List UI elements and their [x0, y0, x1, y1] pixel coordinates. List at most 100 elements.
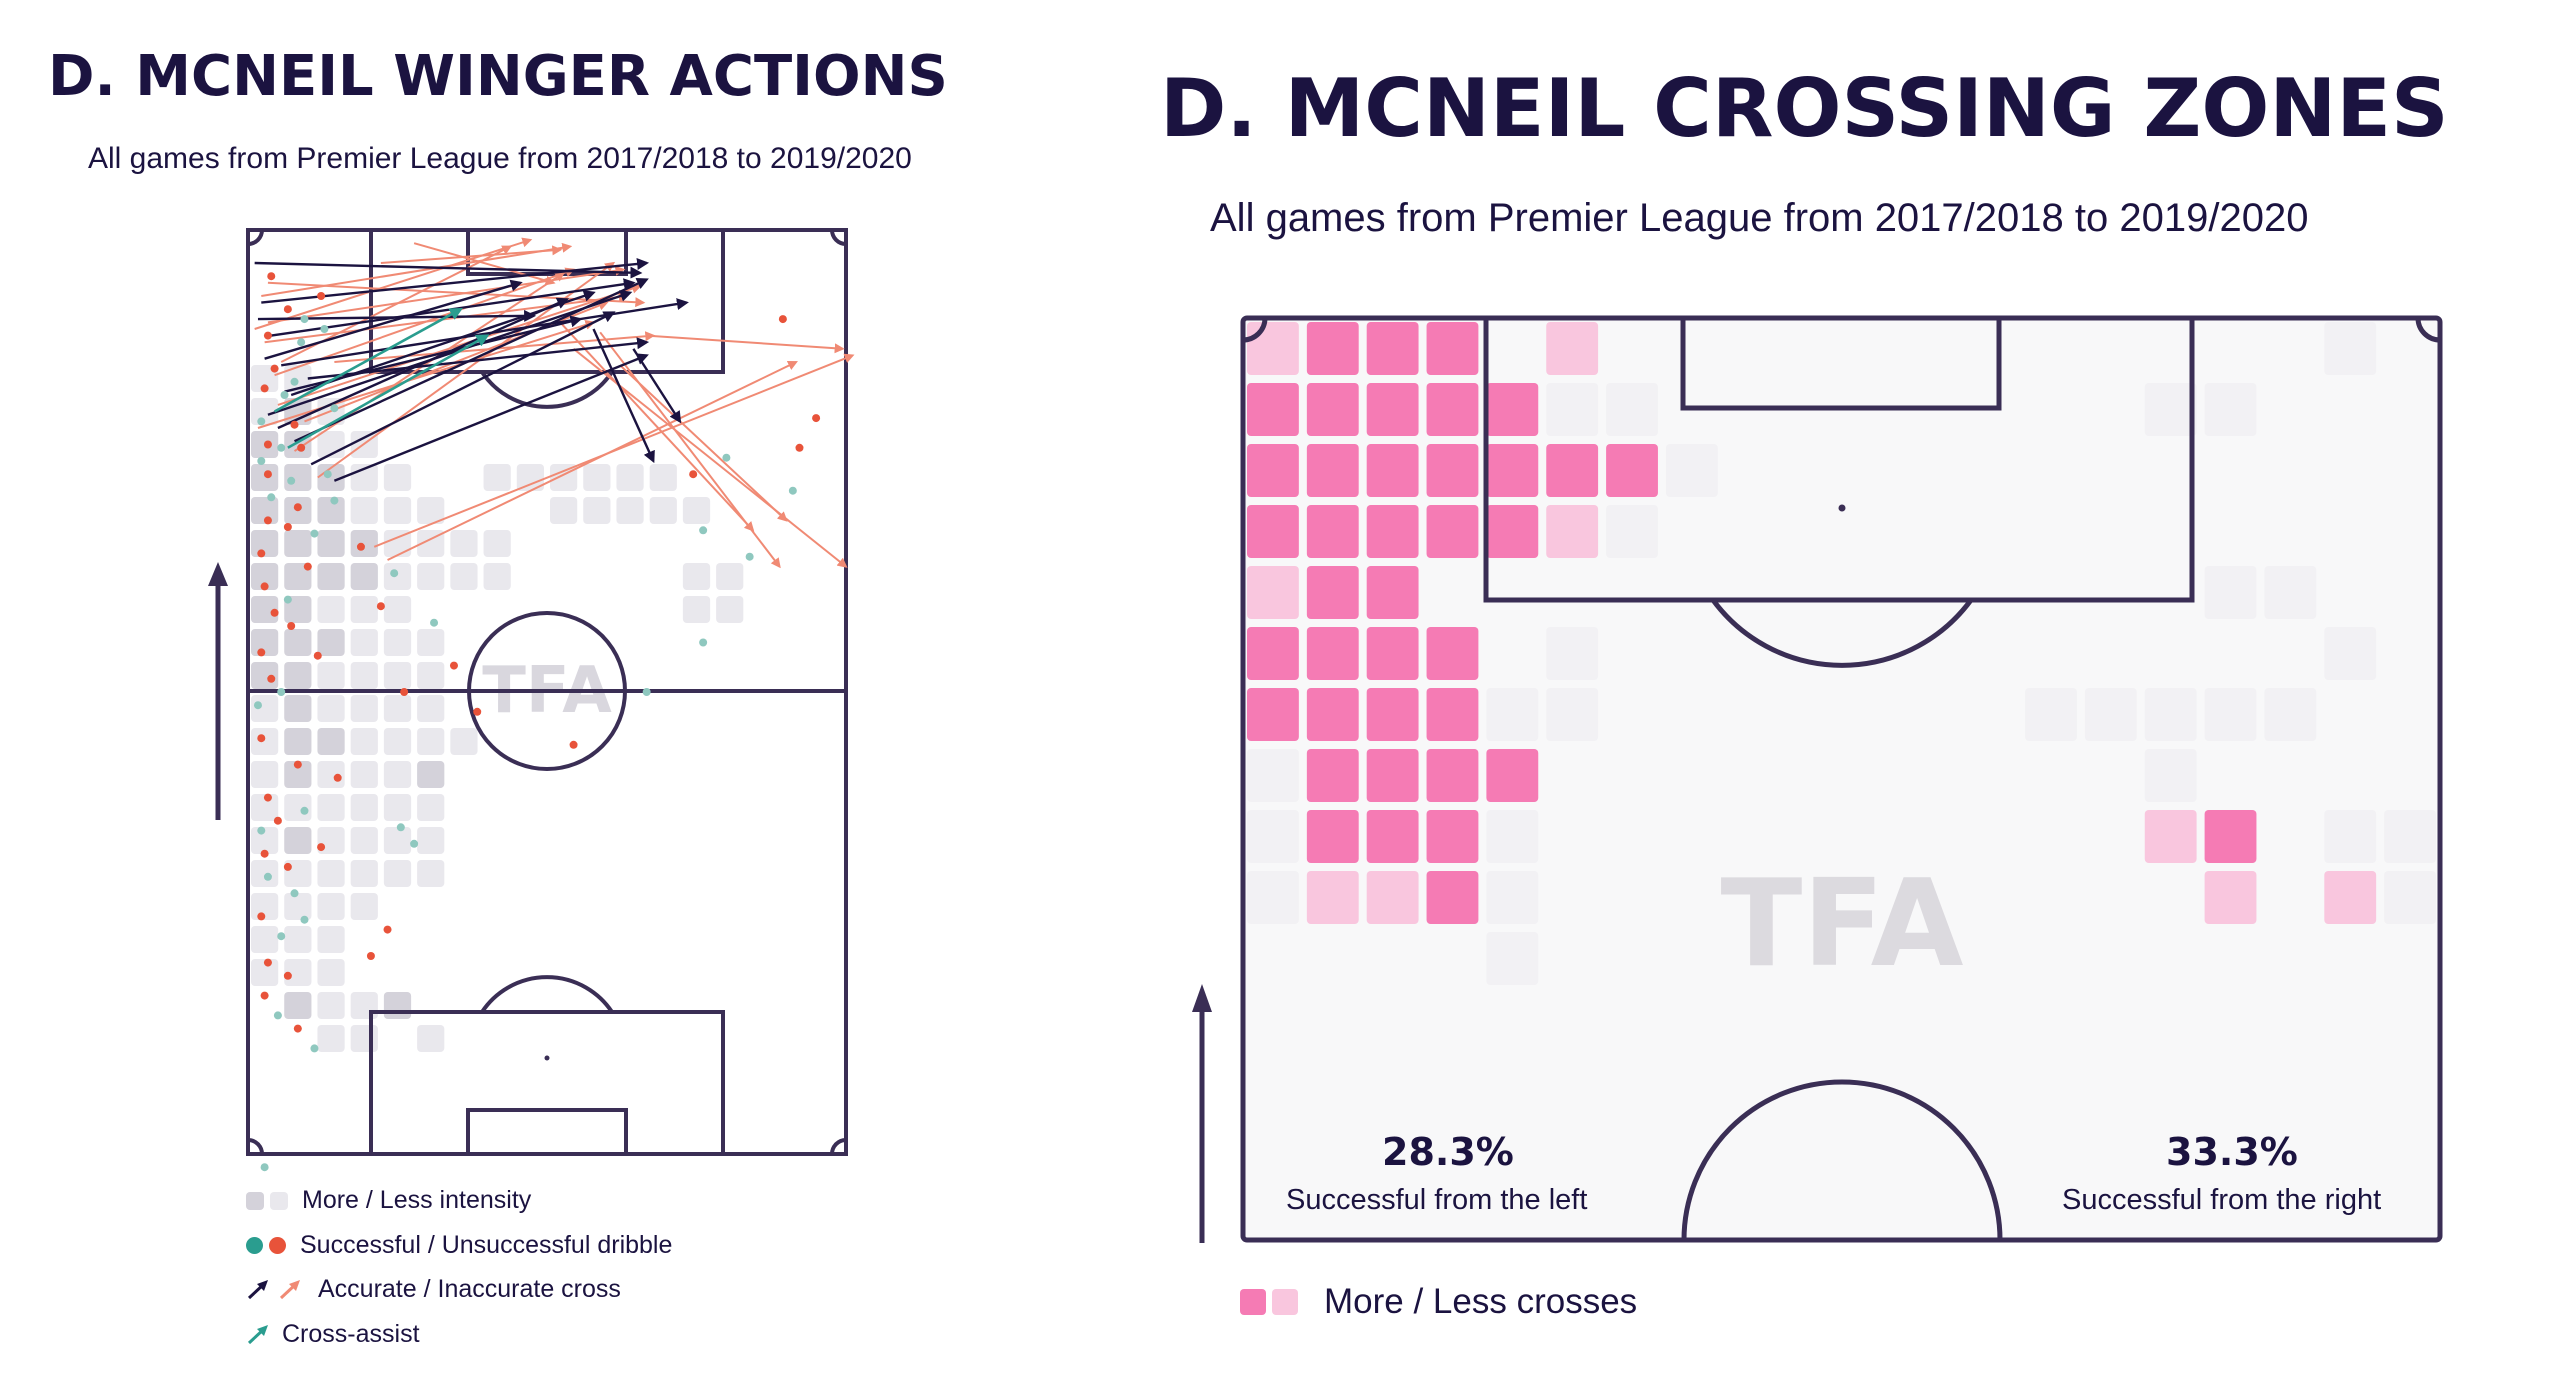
intensity-cell	[383, 695, 412, 722]
intensity-cell	[417, 794, 445, 821]
successful-dribble	[310, 529, 319, 538]
intensity-cell	[251, 761, 279, 788]
intensity-cell	[284, 596, 312, 623]
unsuccessful-dribble	[263, 440, 272, 449]
intensity-cell	[317, 959, 345, 986]
intensity-cell	[417, 662, 445, 689]
intensity-cell	[417, 728, 445, 755]
intensity-cell	[284, 827, 312, 854]
intensity-cell	[350, 596, 378, 623]
intensity-cell	[251, 728, 279, 755]
intensity-cell	[383, 761, 412, 788]
intensity-cell	[284, 992, 312, 1019]
right-chart-subtitle: All games from Premier League from 2017/…	[1210, 196, 2309, 240]
unsuccessful-dribble	[383, 925, 392, 934]
bottom-penalty-arc	[480, 975, 614, 1014]
successful-dribble	[260, 1163, 269, 1172]
unsuccessful-dribble	[270, 364, 279, 373]
intensity-cell	[251, 629, 279, 656]
legend-cross-label: Accurate / Inaccurate cross	[318, 1275, 621, 1303]
intensity-cell	[251, 695, 279, 722]
accurate-cross	[254, 261, 643, 279]
inaccurate-cross	[267, 281, 646, 308]
successful-dribble	[330, 496, 339, 505]
intensity-cell	[284, 365, 312, 392]
intensity-cell	[383, 629, 412, 656]
unsuccessful-dribble	[293, 1024, 302, 1033]
successful-dribble	[699, 638, 708, 647]
unsuccessful-dribble	[263, 470, 272, 479]
inaccurate-cross	[559, 321, 755, 532]
unsuccessful-dribble	[366, 952, 375, 960]
successful-dribble	[300, 806, 309, 815]
more-intensity-swatch	[246, 1191, 264, 1210]
intensity-cell	[649, 464, 677, 491]
intensity-cell	[350, 860, 378, 887]
unsuccessful-dribble	[260, 384, 269, 393]
intensity-cell	[383, 563, 412, 590]
legend-cross: Accurate / Inaccurate cross	[246, 1275, 621, 1304]
intensity-cell	[350, 992, 378, 1019]
intensity-cell	[251, 860, 279, 887]
unsuccessful-dribble	[795, 443, 804, 452]
corner-arc	[247, 229, 264, 246]
successful-dribble	[277, 932, 286, 941]
intensity-cell	[350, 893, 378, 920]
intensity-cell	[251, 563, 279, 590]
intensity-cell	[383, 827, 412, 854]
unsuccessful-dribble	[400, 688, 409, 696]
intensity-cell	[317, 662, 345, 689]
successful-dribble	[280, 391, 289, 399]
intensity-cell	[682, 563, 711, 590]
unsuccessful-dribble	[257, 549, 266, 558]
accurate-cross	[307, 337, 650, 380]
inaccurate-cross	[380, 245, 563, 264]
intensity-cell	[284, 893, 312, 920]
successful-dribble	[257, 457, 266, 465]
intensity-cell	[383, 497, 412, 524]
intensity-cell	[251, 464, 279, 491]
intensity-cell	[317, 992, 345, 1019]
intensity-cell	[284, 662, 312, 689]
successful-dribble	[300, 915, 309, 924]
intensity-cell	[383, 794, 412, 821]
unsuccessful-dribble	[449, 661, 458, 670]
intensity-cell	[383, 992, 412, 1019]
inaccurate-cross	[599, 331, 781, 569]
successful-dribble	[410, 839, 419, 848]
intensity-cell	[251, 827, 279, 854]
intensity-cell	[616, 497, 644, 524]
inaccurate-cross	[619, 364, 788, 522]
corner-arc	[830, 1138, 847, 1155]
inaccurate-cross	[261, 242, 573, 297]
unsuccessful-dribble	[270, 608, 279, 617]
intensity-cell	[317, 596, 345, 623]
successful-dribble	[396, 823, 405, 832]
accurate-cross	[632, 348, 682, 424]
intensity-cell	[350, 827, 378, 854]
unsuccessful-dribble	[273, 816, 282, 825]
successful-dribble	[257, 826, 266, 835]
accurate-cross	[281, 298, 689, 367]
unsuccessful-dribble	[257, 648, 266, 657]
intensity-cell	[317, 695, 345, 722]
inaccurate-cross-arrow-icon	[279, 1279, 300, 1299]
successful-dribble-dot	[246, 1237, 263, 1254]
intensity-cell	[251, 893, 279, 920]
unsuccessful-dribble	[317, 843, 326, 852]
legend-dribble: Successful / Unsuccessful dribble	[246, 1231, 672, 1260]
cross-assist	[273, 307, 463, 413]
intensity-cell	[317, 497, 345, 524]
unsuccessful-dribble	[283, 862, 292, 871]
unsuccessful-dribble	[297, 443, 306, 452]
accurate-cross-arrow-icon	[247, 1279, 268, 1299]
unsuccessful-dribble	[356, 542, 365, 551]
unsuccessful-dribble	[290, 420, 299, 429]
intensity-cell	[317, 530, 345, 557]
intensity-cell	[251, 530, 279, 557]
intensity-cell	[417, 497, 445, 524]
successful-dribble	[263, 872, 272, 881]
intensity-cell	[450, 728, 478, 755]
intensity-cell	[583, 497, 611, 524]
intensity-cell	[417, 1025, 445, 1052]
